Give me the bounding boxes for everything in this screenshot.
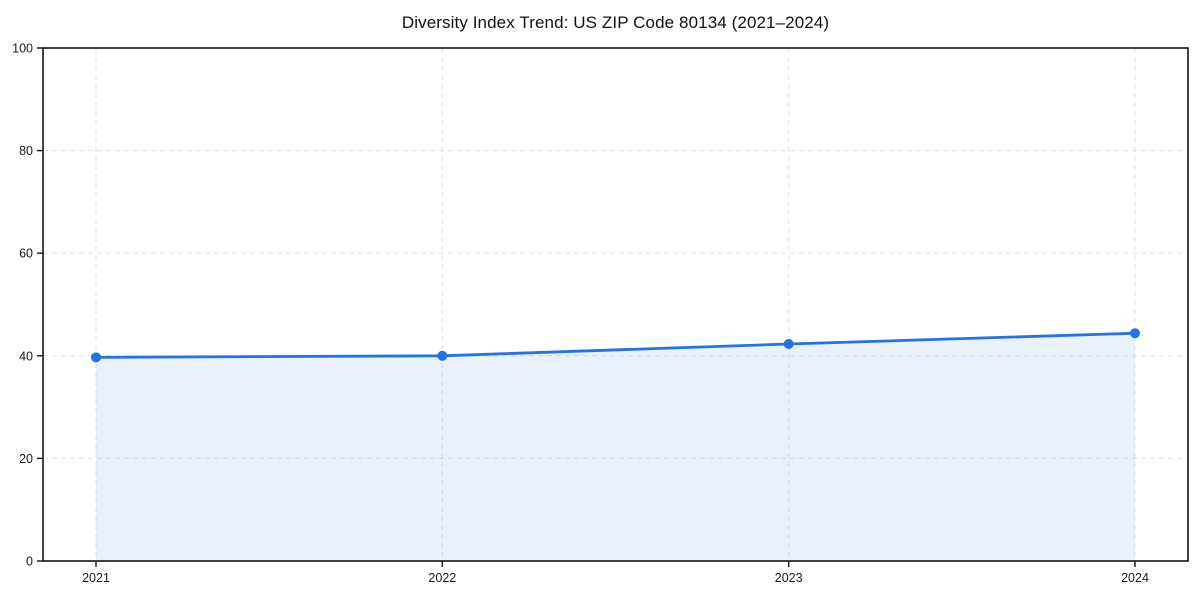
y-tick-label: 60 <box>19 247 33 261</box>
x-tick-label: 2023 <box>775 571 803 585</box>
x-tick-label: 2024 <box>1121 571 1149 585</box>
x-tick-label: 2022 <box>428 571 456 585</box>
y-tick-label: 20 <box>19 452 33 466</box>
plot-border <box>42 47 1189 562</box>
area-fill <box>96 333 1135 561</box>
chart-title: Diversity Index Trend: US ZIP Code 80134… <box>401 13 830 32</box>
y-tick-label: 100 <box>12 42 33 56</box>
trend-line <box>94 331 1137 359</box>
data-point-2021 <box>91 352 101 363</box>
y-tick-label: 80 <box>19 144 33 158</box>
y-tick-label: 0 <box>26 555 33 569</box>
x-tick-label: 2021 <box>82 571 110 585</box>
y-tick-label: 40 <box>19 349 33 363</box>
data-point-2023 <box>783 339 794 350</box>
data-point-2024 <box>1130 328 1140 339</box>
data-point-2022 <box>437 350 448 361</box>
